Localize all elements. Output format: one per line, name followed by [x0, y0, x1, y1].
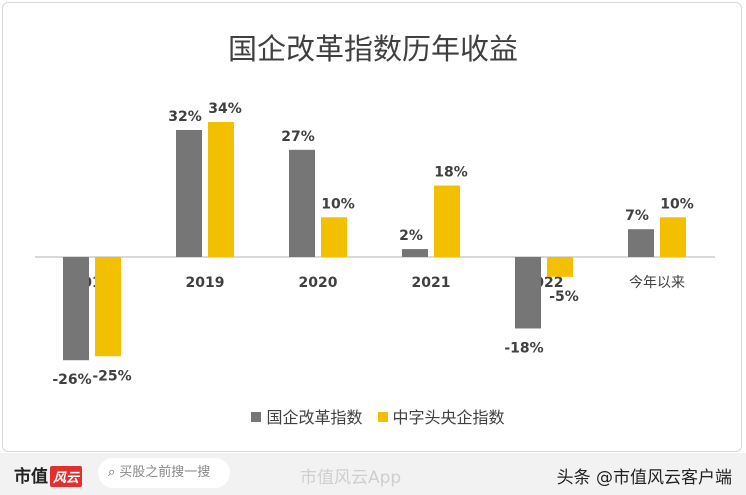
bar-series-2	[321, 217, 347, 257]
legend: 国企改革指数 中字头央企指数	[0, 404, 746, 428]
data-label: 32%	[168, 109, 202, 125]
chart-title: 国企改革指数历年收益	[227, 32, 518, 66]
data-label: 2%	[399, 228, 423, 244]
search-placeholder: 买股之前搜一搜	[119, 465, 211, 480]
legend-swatch-yellow	[377, 412, 388, 422]
bar-series-2	[208, 122, 234, 258]
search-icon: ⌕	[108, 465, 116, 480]
data-label: -18%	[504, 340, 543, 356]
bar-series-2	[660, 217, 686, 257]
bar-series-1	[176, 129, 202, 257]
data-label: -26%	[52, 372, 91, 388]
bar-series-1	[515, 257, 541, 329]
x-tick-label: 2021	[412, 275, 451, 291]
data-label: 18%	[434, 165, 468, 181]
data-label: 34%	[208, 101, 242, 117]
data-label: -25%	[92, 368, 131, 384]
watermark-text: 市值风云App	[300, 468, 402, 488]
data-label: 10%	[660, 196, 694, 212]
legend-label-series-2: 中字头央企指数	[392, 408, 505, 427]
search-input[interactable]: ⌕ 买股之前搜一搜	[98, 458, 230, 488]
source-attribution: 头条 @市值风云客户端	[556, 468, 732, 488]
bar-series-1	[63, 257, 89, 361]
bar-series-2	[95, 257, 121, 357]
x-tick-label: 今年以来	[629, 275, 685, 291]
legend-label-series-1: 国企改革指数	[266, 408, 363, 427]
data-label: 7%	[625, 208, 649, 224]
x-tick-label: 2020	[299, 275, 338, 291]
x-tick-label: 2019	[186, 275, 225, 291]
data-label: 27%	[281, 129, 315, 145]
bar-series-2	[434, 185, 460, 257]
data-label: 10%	[321, 196, 355, 212]
bar-series-1	[628, 229, 654, 257]
chart-frame	[2, 2, 742, 452]
brand-logo: 市值 风云	[14, 462, 83, 487]
bar-series-1	[289, 149, 315, 257]
footer-bar: 市值 风云 ⌕ 买股之前搜一搜 市值风云App 头条 @市值风云客户端	[0, 453, 746, 495]
bar-series-1	[402, 249, 428, 257]
bar-series-2	[547, 257, 573, 277]
legend-swatch-gray	[251, 412, 262, 422]
data-label: -5%	[549, 289, 579, 305]
